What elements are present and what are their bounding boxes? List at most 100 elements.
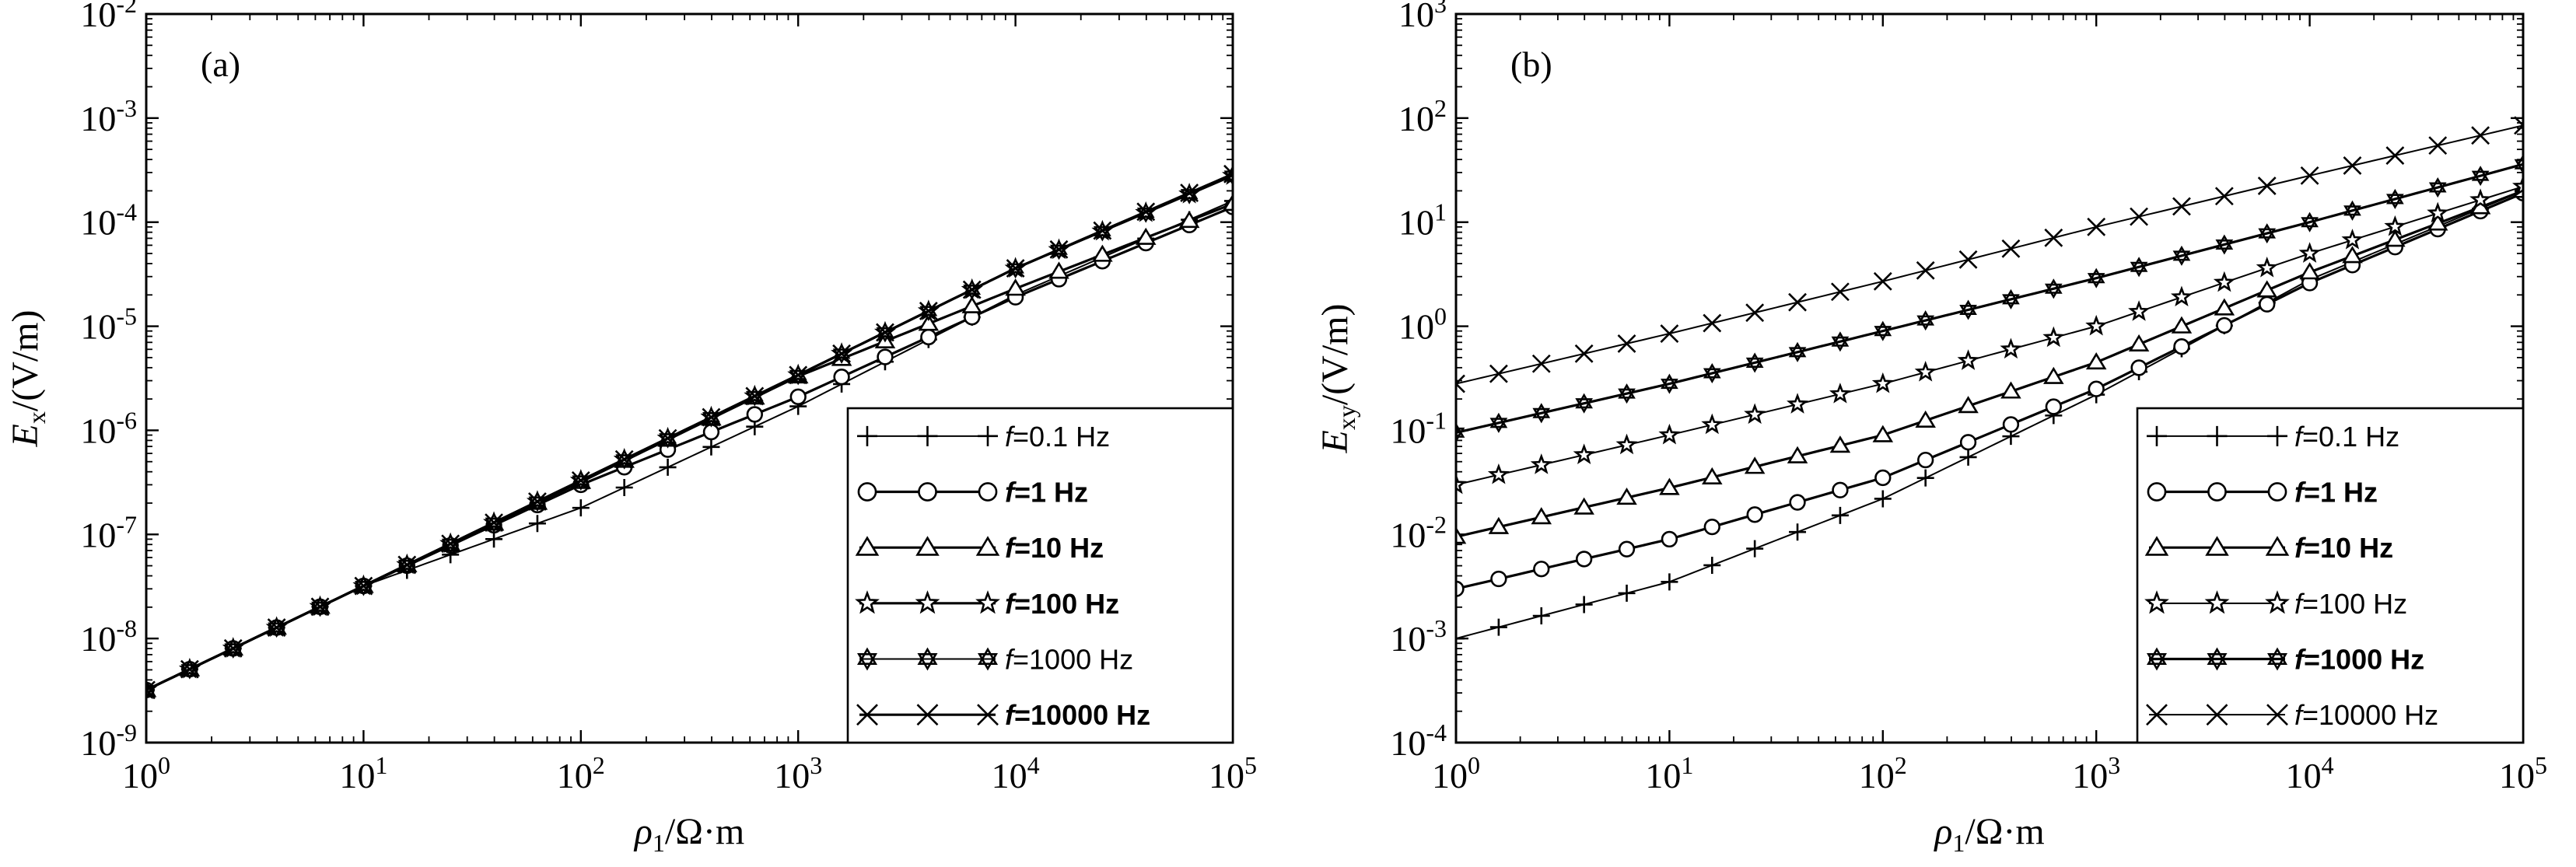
legend-marker xyxy=(2147,647,2167,671)
data-point xyxy=(528,492,547,511)
data-point xyxy=(572,499,590,517)
legend-label: f=10000 Hz xyxy=(2294,699,2438,731)
data-point xyxy=(441,534,460,554)
legend: f=0.1 Hz f=1 Hz f=10 Hz f=100 Hz f=1000 Hz f=… xyxy=(846,407,1234,744)
data-point xyxy=(2300,166,2319,185)
legend-marker xyxy=(2146,704,2168,726)
legend-marker xyxy=(856,704,878,726)
data-point xyxy=(267,618,286,637)
legend-marker xyxy=(855,590,880,614)
data-point xyxy=(1575,551,1593,568)
legend-marker xyxy=(918,482,937,502)
data-point xyxy=(2343,156,2362,175)
data-point xyxy=(180,659,199,679)
data-point xyxy=(2214,187,2234,206)
data-point xyxy=(354,576,373,596)
data-point xyxy=(918,313,940,331)
x-tick-label: 100 xyxy=(1432,751,1480,795)
data-point xyxy=(1223,164,1233,184)
data-point xyxy=(2298,242,2321,263)
data-point xyxy=(2299,262,2320,280)
legend-marker xyxy=(2207,482,2227,502)
data-point xyxy=(397,555,417,575)
data-point xyxy=(2130,257,2148,278)
data-point xyxy=(2514,154,2523,175)
data-point xyxy=(2343,200,2361,221)
legend-label: f=10 Hz xyxy=(1005,532,1104,564)
data-point xyxy=(2130,207,2148,226)
data-point xyxy=(2128,300,2151,321)
data-point xyxy=(1701,413,1724,435)
data-point xyxy=(2259,295,2276,313)
data-point xyxy=(702,438,720,456)
legend-marker xyxy=(916,704,939,726)
data-point xyxy=(2044,278,2063,299)
data-point xyxy=(2428,177,2447,198)
data-point xyxy=(1575,393,1593,414)
data-point xyxy=(2469,188,2492,210)
data-point xyxy=(2000,381,2021,399)
data-point xyxy=(2514,116,2523,135)
data-point xyxy=(1618,584,1636,602)
legend-marker xyxy=(2207,425,2228,446)
legend-marker xyxy=(857,647,877,671)
data-point xyxy=(1874,490,1892,508)
legend-marker xyxy=(2265,536,2290,556)
data-point xyxy=(1703,313,1722,333)
data-point xyxy=(1702,467,1723,484)
data-point xyxy=(2256,257,2278,278)
legend-label: f=0.1 Hz xyxy=(1005,421,1110,453)
data-point xyxy=(146,680,156,700)
data-point xyxy=(1874,320,1892,341)
data-point xyxy=(1703,518,1720,536)
data-point xyxy=(1456,526,1467,544)
data-point xyxy=(1574,344,1594,363)
data-point xyxy=(2213,271,2235,292)
series-line xyxy=(146,173,1233,691)
data-point xyxy=(1573,443,1595,465)
data-point xyxy=(1745,303,1765,323)
data-point xyxy=(1829,435,1851,453)
data-point xyxy=(1787,446,1808,463)
legend-marker xyxy=(917,425,938,446)
data-point xyxy=(1746,540,1764,558)
data-point xyxy=(1489,618,1507,636)
data-point xyxy=(1661,573,1678,591)
data-point xyxy=(2214,298,2235,316)
data-point xyxy=(1531,354,1551,373)
data-point xyxy=(1531,507,1552,525)
data-point xyxy=(1874,469,1892,487)
panel-label: (a) xyxy=(201,44,240,84)
x-tick-label: 102 xyxy=(557,751,605,795)
data-point xyxy=(2341,229,2364,250)
legend-marker xyxy=(2265,590,2290,614)
series-cross xyxy=(1456,116,2523,393)
legend-marker xyxy=(857,425,877,446)
data-point xyxy=(746,406,763,423)
data-point xyxy=(1871,372,1894,393)
legend-marker xyxy=(855,536,880,556)
legend-marker xyxy=(975,590,1000,614)
legend-marker xyxy=(915,536,940,556)
data-point xyxy=(223,638,243,658)
data-point xyxy=(1703,556,1721,574)
data-point xyxy=(1787,393,1809,414)
data-point xyxy=(2385,146,2405,165)
data-point xyxy=(1456,422,1465,443)
legend-label: f=0.1 Hz xyxy=(2294,421,2399,453)
y-tick-label: 10-1 xyxy=(1390,406,1447,450)
x-tick-label: 103 xyxy=(774,751,822,795)
y-tick-label: 10-9 xyxy=(80,718,137,763)
data-point xyxy=(571,470,590,490)
data-point xyxy=(919,302,938,320)
data-point xyxy=(1618,383,1636,404)
data-point xyxy=(1916,310,1935,331)
data-point xyxy=(1658,423,1681,445)
data-point xyxy=(1957,349,1979,370)
data-point xyxy=(1703,362,1721,384)
data-point xyxy=(2087,267,2105,288)
legend-label: f=1 Hz xyxy=(2294,477,2378,509)
legend-marker xyxy=(2204,590,2230,614)
data-point xyxy=(1575,596,1593,614)
data-point xyxy=(1829,383,1851,404)
